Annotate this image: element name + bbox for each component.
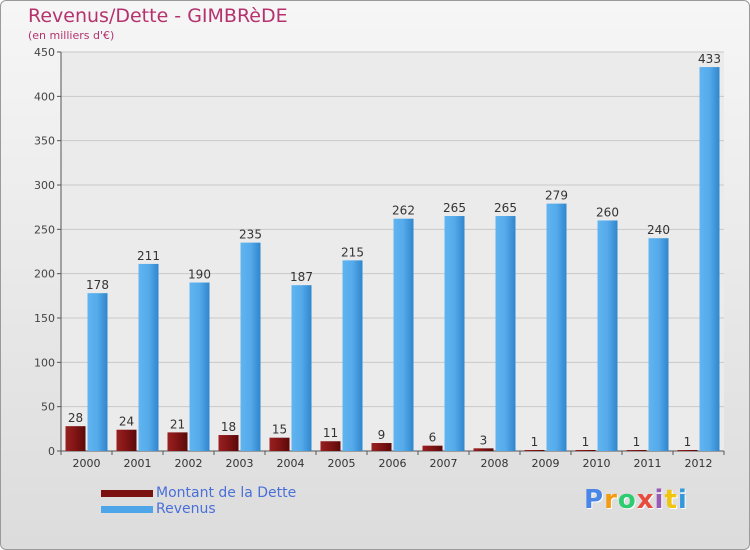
logo-letter: P [584, 485, 605, 515]
bar-revenus [342, 260, 363, 451]
bar-revenus [546, 203, 567, 451]
bar-dette [677, 450, 698, 451]
bar-dette [116, 429, 137, 451]
data-label-dette: 1 [684, 435, 692, 449]
bar-revenus [495, 216, 516, 451]
x-tick-label: 2002 [175, 457, 203, 470]
y-tick-label: 300 [34, 179, 55, 192]
legend-swatch-dette [101, 490, 153, 497]
x-tick-label: 2000 [73, 457, 101, 470]
bar-revenus [648, 238, 669, 451]
logo-letter: t [664, 485, 678, 515]
data-label-revenus: 211 [137, 249, 160, 263]
bar-dette [524, 450, 545, 451]
y-tick-label: 200 [34, 268, 55, 281]
y-tick-label: 50 [41, 401, 55, 414]
bar-dette [371, 443, 392, 451]
y-tick-label: 0 [48, 445, 55, 458]
data-label-dette: 18 [221, 420, 236, 434]
data-label-revenus: 215 [341, 245, 364, 259]
x-tick-label: 2010 [583, 457, 611, 470]
bar-dette [575, 450, 596, 451]
data-label-dette: 28 [68, 411, 83, 425]
data-label-dette: 3 [480, 433, 488, 447]
data-label-revenus: 190 [188, 268, 211, 282]
bar-dette [167, 432, 188, 451]
data-label-dette: 9 [378, 428, 386, 442]
bar-dette [65, 426, 86, 451]
bar-dette [269, 437, 290, 451]
data-label-revenus: 235 [239, 228, 262, 242]
bar-dette [218, 435, 239, 451]
y-tick-label: 350 [34, 135, 55, 148]
logo-letter: o [617, 485, 637, 515]
bar-dette [473, 448, 494, 451]
chart-subtitle: (en milliers d'€) [28, 29, 115, 42]
data-label-dette: 24 [119, 415, 134, 429]
x-tick-label: 2005 [328, 457, 356, 470]
x-tick-label: 2008 [481, 457, 509, 470]
data-label-revenus: 178 [86, 278, 109, 292]
y-tick-label: 100 [34, 356, 55, 369]
bar-dette [626, 450, 647, 451]
bar-revenus [444, 216, 465, 451]
logo-letter: x [636, 485, 655, 515]
bar-revenus [597, 220, 618, 451]
data-label-dette: 6 [429, 431, 437, 445]
data-label-revenus: 260 [596, 205, 619, 219]
bar-revenus [138, 263, 159, 451]
bar-revenus [291, 285, 312, 451]
logo-letter: r [604, 485, 618, 515]
data-label-dette: 21 [170, 417, 185, 431]
x-tick-label: 2009 [532, 457, 560, 470]
bar-dette [320, 441, 341, 451]
bar-revenus [189, 282, 210, 451]
data-label-revenus: 187 [290, 270, 313, 284]
data-label-dette: 15 [272, 423, 287, 437]
bar-revenus [240, 242, 261, 451]
x-tick-label: 2011 [634, 457, 662, 470]
x-tick-label: 2001 [124, 457, 152, 470]
legend-label-dette: Montant de la Dette [156, 485, 297, 501]
y-tick-label: 150 [34, 312, 55, 325]
y-tick-label: 250 [34, 223, 55, 236]
x-tick-label: 2006 [379, 457, 407, 470]
bar-revenus [699, 67, 720, 451]
data-label-dette: 1 [633, 435, 641, 449]
x-tick-label: 2003 [226, 457, 254, 470]
legend-swatch-revenus [101, 506, 153, 513]
bar-revenus [87, 293, 108, 451]
chart-title: Revenus/Dette - GIMBRèDE [28, 5, 288, 27]
data-label-revenus: 265 [443, 201, 466, 215]
data-label-revenus: 240 [647, 223, 670, 237]
logo-letter: i [677, 485, 688, 515]
plot-area [61, 52, 724, 451]
bar-revenus [393, 218, 414, 451]
legend-label-revenus: Revenus [156, 501, 216, 517]
data-label-revenus: 433 [698, 52, 721, 66]
x-tick-label: 2004 [277, 457, 305, 470]
data-label-dette: 1 [531, 435, 539, 449]
bar-dette [422, 445, 443, 451]
data-label-revenus: 265 [494, 201, 517, 215]
logo-letter: i [654, 485, 665, 515]
x-tick-label: 2007 [430, 457, 458, 470]
data-label-dette: 1 [582, 435, 590, 449]
data-label-dette: 11 [323, 426, 338, 440]
y-tick-label: 450 [34, 46, 55, 59]
data-label-revenus: 262 [392, 204, 415, 218]
x-tick-label: 2012 [685, 457, 713, 470]
proxiti-logo: Proxiti [584, 485, 688, 515]
y-tick-label: 400 [34, 90, 55, 103]
data-label-revenus: 279 [545, 189, 568, 203]
